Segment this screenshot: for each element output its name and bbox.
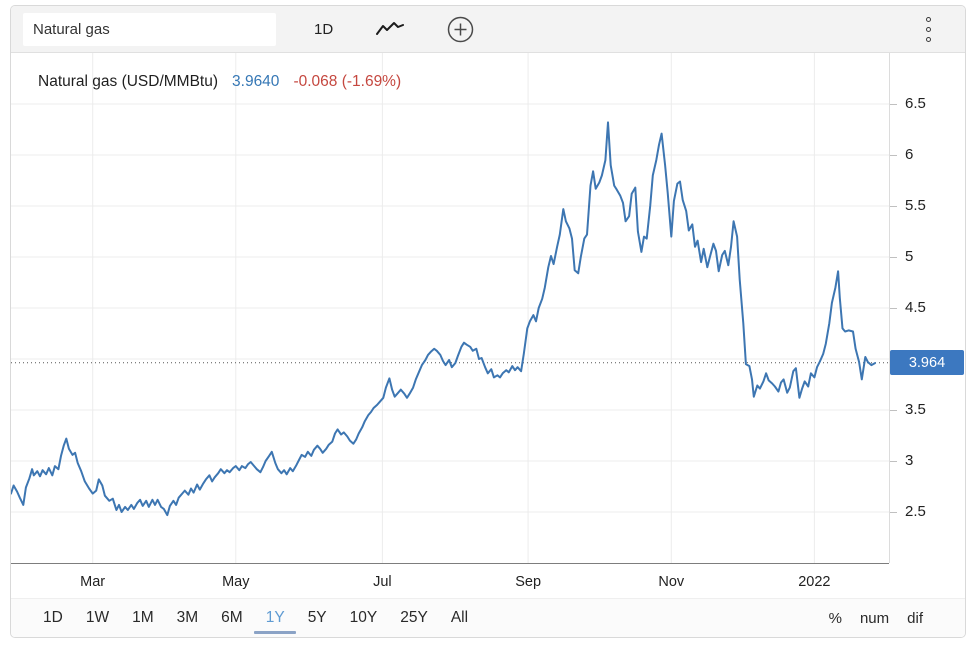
price-chart-svg	[11, 53, 889, 563]
price-tick-mark	[890, 410, 897, 411]
range-button-1m[interactable]: 1M	[132, 609, 154, 626]
price-tick-mark	[890, 206, 897, 207]
range-button-5y[interactable]: 5Y	[307, 609, 327, 626]
time-tick-label: Jul	[373, 574, 392, 591]
time-tick-label: Mar	[80, 574, 106, 591]
price-tick-label: 5	[905, 248, 914, 265]
range-button-25y[interactable]: 25Y	[400, 609, 428, 626]
range-buttons: 1D 1W 1M 3M 6M 1Y 5Y 10Y 25Y All	[41, 599, 470, 637]
format-button-num[interactable]: num	[859, 609, 890, 627]
format-button-dif[interactable]: dif	[907, 609, 923, 627]
plus-circle-glyph	[447, 16, 474, 42]
range-button-1y[interactable]: 1Y	[254, 599, 297, 637]
price-tick-mark	[890, 512, 897, 513]
format-buttons: % num dif	[829, 599, 923, 637]
interval-selector[interactable]: 1D	[314, 20, 334, 38]
symbol-search-input[interactable]	[23, 12, 276, 46]
kebab-menu-icon[interactable]	[922, 13, 935, 46]
kebab-dot	[926, 36, 931, 42]
current-price-badge: 3.964	[890, 350, 964, 375]
range-button-10y[interactable]: 10Y	[349, 609, 378, 626]
range-button-1w[interactable]: 1W	[85, 609, 110, 626]
widget-topbar: 1D	[11, 6, 965, 53]
time-axis-spacer	[889, 563, 965, 598]
price-tick-label: 5.5	[905, 197, 926, 214]
active-range-underline	[254, 631, 297, 634]
range-button-3m[interactable]: 3M	[176, 609, 199, 626]
price-tick-label: 3.5	[905, 401, 926, 418]
time-axis: Mar May Jul Sep Nov 2022	[11, 563, 889, 598]
format-button-pct[interactable]: %	[828, 609, 842, 627]
price-change-value: -0.068 (-1.69%)	[293, 73, 402, 90]
range-toolbar: 1D 1W 1M 3M 6M 1Y 5Y 10Y 25Y All % num dif	[11, 598, 965, 637]
price-tick-label: 4.5	[905, 299, 926, 316]
time-axis-row: Mar May Jul Sep Nov 2022	[11, 563, 965, 598]
plus-circle-icon[interactable]	[447, 16, 474, 43]
last-price-value: 3.9640	[232, 73, 280, 90]
price-tick-mark	[890, 461, 897, 462]
price-axis: 3.964 6.565.554.543.532.5	[889, 53, 965, 563]
chart-plot-area[interactable]: Natural gas (USD/MMBtu) 3.9640 -0.068 (-…	[11, 53, 889, 563]
time-tick-label: Nov	[658, 574, 685, 591]
range-button-6m[interactable]: 6M	[221, 609, 243, 626]
price-tick-label: 6	[905, 146, 914, 163]
kebab-dot	[926, 26, 931, 32]
range-button-all[interactable]: All	[450, 609, 469, 626]
price-tick-mark	[890, 308, 897, 309]
chart-widget-card: 1D	[10, 5, 966, 638]
instrument-title: Natural gas (USD/MMBtu)	[38, 73, 219, 90]
line-chart-glyph	[376, 22, 405, 35]
price-tick-mark	[890, 257, 897, 258]
chart-legend: Natural gas (USD/MMBtu) 3.9640 -0.068 (-…	[38, 73, 401, 91]
chart-main-row: Natural gas (USD/MMBtu) 3.9640 -0.068 (-…	[11, 53, 965, 563]
time-tick-label: Sep	[515, 574, 542, 591]
time-tick-label: 2022	[798, 574, 831, 591]
time-tick-label: May	[222, 574, 250, 591]
line-chart-type-icon[interactable]	[375, 20, 405, 38]
price-tick-mark	[890, 104, 897, 105]
price-tick-label: 3	[905, 452, 914, 469]
price-tick-label: 6.5	[905, 95, 926, 112]
price-tick-mark	[890, 155, 897, 156]
range-button-1d[interactable]: 1D	[43, 609, 63, 626]
price-line-series	[11, 121, 876, 517]
price-tick-label: 2.5	[905, 503, 926, 520]
kebab-dot	[926, 16, 931, 22]
